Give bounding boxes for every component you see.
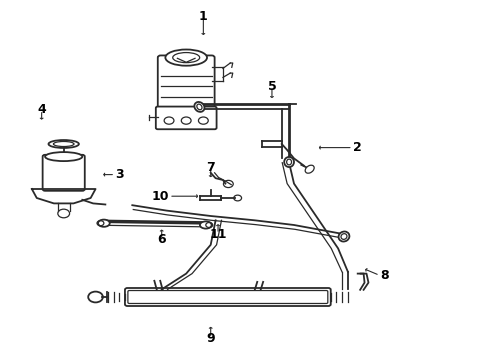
Ellipse shape [200,221,212,229]
Ellipse shape [45,152,82,161]
Ellipse shape [98,220,110,227]
Ellipse shape [341,234,347,239]
Text: 10: 10 [151,190,169,203]
Ellipse shape [195,102,204,112]
Ellipse shape [172,53,200,63]
Ellipse shape [165,49,207,66]
Ellipse shape [49,140,79,148]
Ellipse shape [53,141,74,147]
Text: 1: 1 [199,10,208,23]
Text: 6: 6 [157,233,166,246]
Polygon shape [32,189,96,203]
Text: 4: 4 [37,103,46,116]
Ellipse shape [284,157,294,167]
FancyBboxPatch shape [128,291,328,303]
Text: 2: 2 [353,141,362,154]
Ellipse shape [339,231,349,242]
FancyBboxPatch shape [125,288,331,306]
Ellipse shape [305,165,314,173]
Text: 7: 7 [206,161,215,174]
Text: 8: 8 [380,269,389,282]
FancyBboxPatch shape [43,155,85,191]
Text: 5: 5 [268,80,276,93]
Ellipse shape [287,159,292,165]
Text: 9: 9 [206,332,215,345]
Text: 11: 11 [209,228,227,240]
Ellipse shape [197,104,202,110]
FancyBboxPatch shape [158,55,215,114]
Text: 3: 3 [115,168,124,181]
FancyBboxPatch shape [156,107,217,129]
